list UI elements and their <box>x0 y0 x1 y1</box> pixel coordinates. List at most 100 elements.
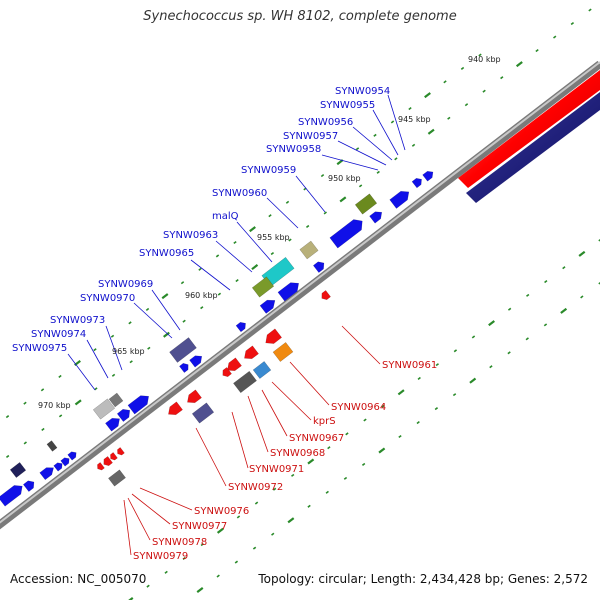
tick-mark <box>343 476 348 480</box>
label-malq[interactable]: malQ <box>212 211 239 222</box>
tick-mark <box>526 293 530 297</box>
forward-gene-arrow <box>259 299 276 314</box>
tick-mark <box>452 393 457 397</box>
accession-text: Accession: NC_005070 <box>10 572 147 586</box>
tick-mark <box>234 560 239 564</box>
leader-line-reverse <box>247 395 269 453</box>
label-synw0954[interactable]: SYNW0954 <box>335 86 390 97</box>
label-synw0968[interactable]: SYNW0968 <box>270 448 325 459</box>
tick-mark <box>198 267 202 271</box>
label-synw0969[interactable]: SYNW0969 <box>98 279 153 290</box>
label-synw0978[interactable]: SYNW0978 <box>152 537 207 548</box>
label-kprs[interactable]: kprS <box>313 416 336 427</box>
tick-mark <box>416 420 420 425</box>
label-synw0970[interactable]: SYNW0970 <box>80 293 135 304</box>
tick-mark <box>373 133 377 137</box>
leader-line-reverse <box>271 381 312 421</box>
leader-line-forward <box>105 325 123 371</box>
tick-mark <box>145 307 150 312</box>
track-red <box>458 70 600 188</box>
label-synw0960[interactable]: SYNW0960 <box>212 188 267 199</box>
label-synw0972[interactable]: SYNW0972 <box>228 482 283 493</box>
tick-mark <box>363 418 367 422</box>
label-synw0957[interactable]: SYNW0957 <box>283 131 338 142</box>
genome-backbone-highlight <box>0 61 600 524</box>
gene-features <box>0 170 434 507</box>
tick-mark <box>469 377 477 384</box>
tick-mark <box>434 407 439 411</box>
label-synw0958[interactable]: SYNW0958 <box>266 144 321 155</box>
tick-mark <box>424 92 431 99</box>
tick-mark <box>408 107 412 111</box>
label-synw0959[interactable]: SYNW0959 <box>241 165 296 176</box>
label-synw0967[interactable]: SYNW0967 <box>289 433 344 444</box>
reverse-gene-arrow <box>168 401 183 416</box>
tick-mark <box>93 348 97 352</box>
tick-mark <box>252 546 257 550</box>
forward-gene-arrow <box>389 190 410 209</box>
label-synw0973[interactable]: SYNW0973 <box>50 315 105 326</box>
tick-mark <box>200 306 204 310</box>
gene-box-darkgrey <box>46 440 58 452</box>
tick-mark <box>129 360 133 364</box>
tick-mark <box>507 307 512 311</box>
tick-mark <box>355 147 360 151</box>
gene-box-purple <box>191 402 215 424</box>
tick-mark <box>288 238 292 242</box>
tick-mark <box>180 281 185 285</box>
tick-mark <box>339 196 347 203</box>
label-synw0963[interactable]: SYNW0963 <box>163 230 218 241</box>
leader-line-forward <box>387 94 406 151</box>
label-synw0956[interactable]: SYNW0956 <box>298 117 353 128</box>
leader-line-reverse <box>123 499 132 556</box>
leader-line-forward <box>266 197 299 229</box>
reverse-gene-arrow <box>103 456 113 466</box>
tick-mark <box>488 320 495 327</box>
tick-mark <box>598 281 600 285</box>
leader-line-reverse <box>127 497 151 541</box>
tick-mark <box>217 292 222 296</box>
leader-line-reverse <box>261 389 288 437</box>
gene-box-khaki <box>299 240 319 260</box>
label-synw0975[interactable]: SYNW0975 <box>12 343 67 354</box>
tick-mark <box>381 404 385 408</box>
forward-gene-arrow <box>277 282 299 302</box>
leader-line-forward <box>151 289 181 331</box>
label-synw0964[interactable]: SYNW0964 <box>331 402 386 413</box>
reverse-gene-arrow <box>222 367 232 377</box>
tick-mark <box>287 517 295 524</box>
tick-label-970: 970 kbp <box>38 401 71 410</box>
leader-line-forward <box>337 140 387 166</box>
label-synw0976[interactable]: SYNW0976 <box>194 506 249 517</box>
tick-mark <box>598 238 600 242</box>
tick-mark <box>111 373 116 377</box>
label-synw0955[interactable]: SYNW0955 <box>320 100 375 111</box>
forward-gene-arrow <box>0 485 23 507</box>
tick-mark <box>236 515 241 519</box>
tick-mark <box>285 200 290 204</box>
tick-label-940: 940 kbp <box>468 55 501 64</box>
label-synw0961[interactable]: SYNW0961 <box>382 360 437 371</box>
tick-mark <box>268 214 272 218</box>
tick-mark <box>361 462 366 466</box>
label-synw0971[interactable]: SYNW0971 <box>249 464 304 475</box>
forward-gene-arrow <box>329 219 363 249</box>
leader-line-reverse <box>195 427 227 487</box>
tick-mark <box>272 487 277 491</box>
tick-mark <box>394 157 398 161</box>
tick-mark <box>489 365 493 369</box>
tick-mark <box>543 323 548 327</box>
label-leader-lines <box>67 94 406 556</box>
tick-mark <box>323 211 327 215</box>
label-synw0974[interactable]: SYNW0974 <box>31 329 86 340</box>
label-synw0979[interactable]: SYNW0979 <box>133 551 188 562</box>
tick-mark <box>58 414 63 418</box>
leader-line-reverse <box>231 411 249 469</box>
label-synw0965[interactable]: SYNW0965 <box>139 248 194 259</box>
tick-mark <box>544 279 548 284</box>
tick-mark <box>216 527 224 534</box>
tick-label-965: 965 kbp <box>112 347 145 356</box>
label-synw0977[interactable]: SYNW0977 <box>172 521 227 532</box>
leader-line-reverse <box>139 487 193 511</box>
tick-mark <box>5 454 10 459</box>
